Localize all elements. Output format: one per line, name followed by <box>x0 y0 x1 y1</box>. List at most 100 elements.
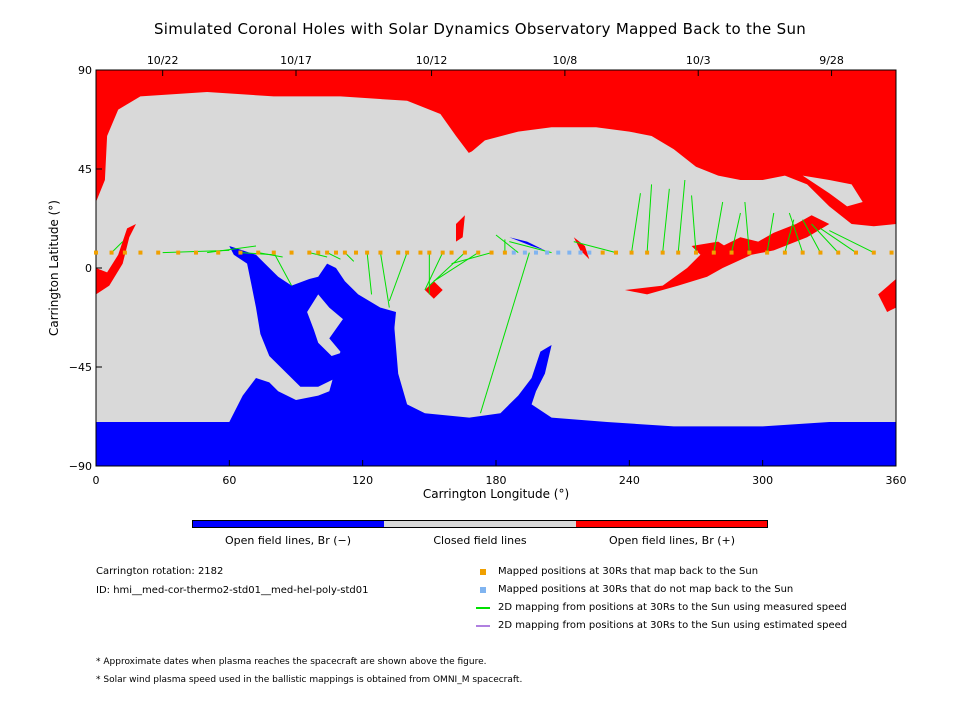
mapped-point <box>289 250 294 255</box>
measured-mapping-line <box>258 252 283 258</box>
south-negative-hole <box>96 307 896 466</box>
measured-mapping-line <box>784 219 795 253</box>
legend-unmapped-swatch <box>480 587 486 593</box>
mapped-point <box>502 250 507 255</box>
mapped-point <box>307 250 312 255</box>
colorbar-closed <box>384 520 576 528</box>
x-tick-label: 0 <box>93 474 100 487</box>
x-tick-label: 240 <box>619 474 640 487</box>
mapped-point <box>600 250 605 255</box>
mapped-point <box>271 250 276 255</box>
mapped-point <box>449 250 454 255</box>
top-date-label: 10/17 <box>280 54 312 67</box>
mapped-point <box>342 250 347 255</box>
legend-mapped-swatch <box>480 569 486 575</box>
mapped-point <box>156 250 161 255</box>
mapped-point <box>871 250 876 255</box>
mapped-points <box>94 250 894 255</box>
mapped-point <box>109 250 114 255</box>
positive-patch-thin <box>456 215 465 242</box>
measured-mapping-line <box>207 245 257 254</box>
map-region-fill <box>96 70 896 466</box>
mapped-point <box>256 250 261 255</box>
mapped-point <box>462 250 467 255</box>
measured-mapping-line <box>691 195 697 253</box>
measured-mapping-line <box>424 252 444 291</box>
measured-mapping-line <box>662 188 670 253</box>
mapped-point <box>194 250 198 255</box>
measured-mapping-line <box>820 227 857 254</box>
measured-mapping-line <box>677 179 686 253</box>
negative-patch-small <box>509 237 545 251</box>
y-tick-label: 45 <box>78 163 92 176</box>
mapped-point <box>365 250 370 255</box>
x-axis-label: Carrington Longitude (°) <box>423 487 569 501</box>
measured-mapping-line <box>366 252 373 295</box>
mapped-point <box>747 250 752 255</box>
mid-negative-hole <box>229 246 396 387</box>
mapped-point <box>889 250 894 255</box>
unmapped-point <box>511 250 516 255</box>
top-date-label: 10/8 <box>553 54 578 67</box>
colorbar-label-negative: Open field lines, Br (−) <box>224 534 352 547</box>
closed-intrusion <box>802 175 863 207</box>
mapped-point <box>94 250 98 255</box>
y-tick-label: 0 <box>85 262 92 275</box>
measured-mapping-line <box>573 241 617 254</box>
unmapped-point <box>587 250 592 255</box>
positive-patch-edge <box>878 279 896 312</box>
mapped-point <box>405 250 410 255</box>
x-tick-label: 60 <box>222 474 236 487</box>
mapped-point <box>729 250 734 255</box>
measured-mapping-line <box>433 252 479 282</box>
mapped-point <box>489 250 494 255</box>
measured-mapping-line <box>495 234 519 253</box>
mapped-point <box>660 250 665 255</box>
unmapped-point <box>534 250 538 255</box>
mapped-point <box>694 250 698 255</box>
measured-mapping-line <box>379 252 390 308</box>
y-tick-label: −45 <box>69 361 92 374</box>
x-tick-label: 180 <box>486 474 507 487</box>
colorbar-positive <box>576 520 768 528</box>
measured-mapping-line <box>713 201 724 253</box>
legend-measured-swatch <box>476 607 490 609</box>
footnote-speed: * Solar wind plasma speed used in the ba… <box>96 675 523 685</box>
legend-mapped-label: Mapped positions at 30Rs that map back t… <box>498 566 759 577</box>
colorbar-label-positive: Open field lines, Br (+) <box>608 534 736 547</box>
measured-mapping-line <box>451 252 492 265</box>
mapped-point <box>440 250 445 255</box>
y-axis-label: Carrington Latitude (°) <box>47 200 61 336</box>
unmapped-point <box>522 250 527 255</box>
x-tick-label: 300 <box>752 474 773 487</box>
mapped-point <box>427 250 432 255</box>
unmapped-point <box>578 250 583 255</box>
closed-intrusion <box>467 131 581 172</box>
mapped-point <box>176 250 181 255</box>
measured-mapping-line <box>788 212 804 253</box>
measured-mapping-line <box>309 252 328 258</box>
top-date-label: 9/28 <box>819 54 844 67</box>
measured-mapping-line <box>744 201 750 253</box>
x-tick-label: 120 <box>352 474 373 487</box>
measured-mapping-line <box>479 252 530 414</box>
colorbar-negative <box>192 520 384 528</box>
y-tick-label: 90 <box>78 64 92 77</box>
mapped-point <box>325 250 330 255</box>
mapped-point <box>418 250 423 255</box>
mapped-point <box>629 250 634 255</box>
measured-mapping-line <box>273 252 292 286</box>
positive-patch-small <box>691 241 732 260</box>
mapped-point <box>476 250 481 255</box>
positive-patch-west <box>96 224 136 295</box>
legend-estimated-swatch <box>476 625 490 627</box>
mapped-point <box>378 250 383 255</box>
mapped-point <box>354 250 358 255</box>
top-date-label: 10/12 <box>416 54 448 67</box>
mapped-point <box>238 250 243 255</box>
measured-mapping-line <box>731 212 741 253</box>
mapped-point <box>782 250 787 255</box>
top-date-label: 10/3 <box>686 54 711 67</box>
mapped-point <box>800 250 805 255</box>
mapped-point <box>645 250 650 255</box>
